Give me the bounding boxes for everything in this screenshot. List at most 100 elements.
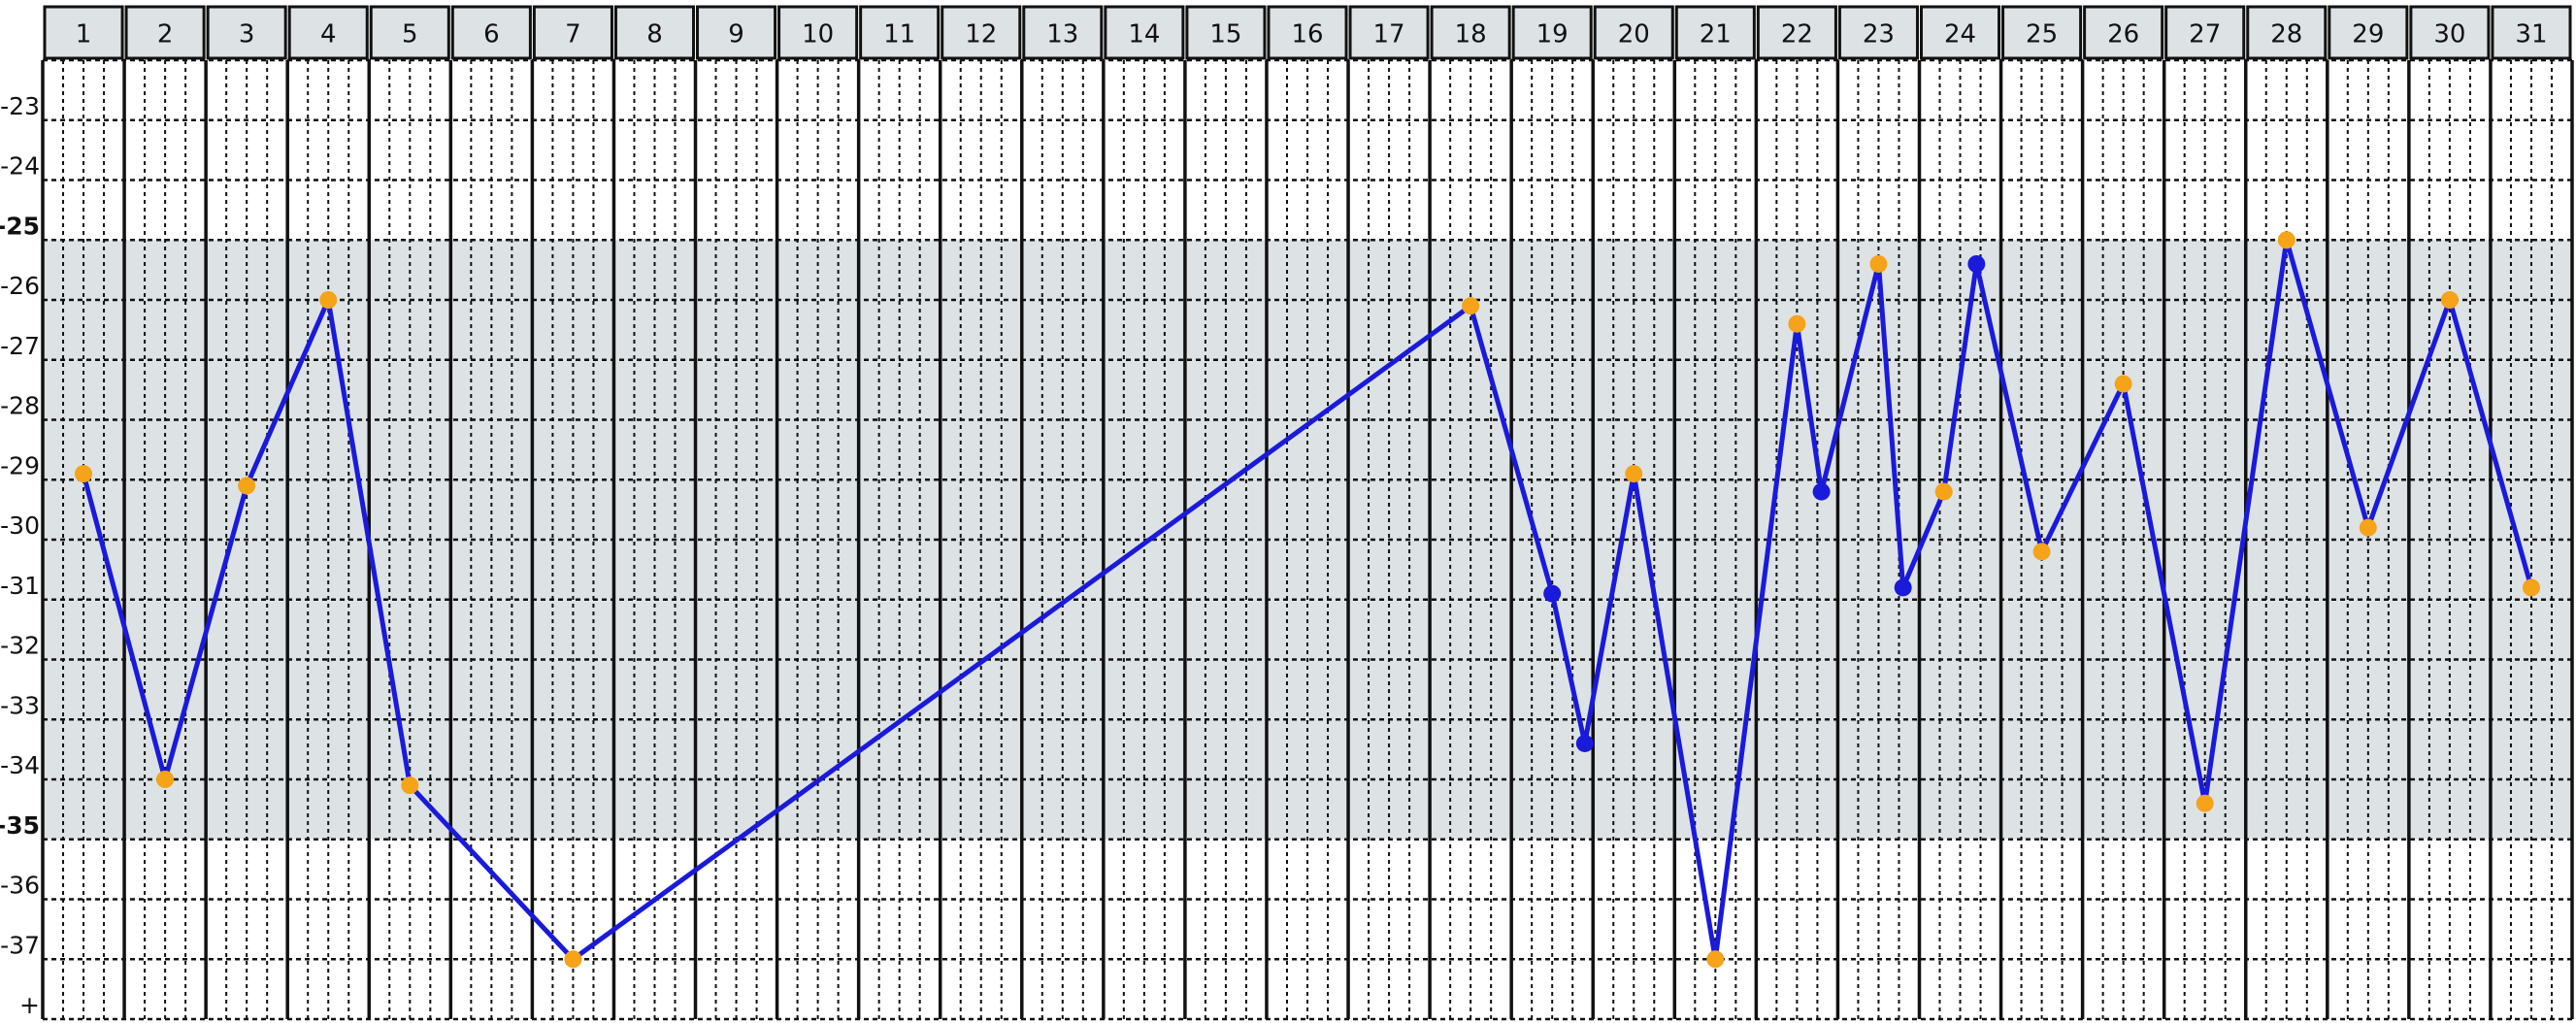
data-point (1788, 314, 1806, 333)
x-tick-label: 18 (1455, 20, 1487, 50)
day-header-cell (43, 5, 124, 60)
y-tick-label: -26 (0, 272, 40, 300)
y-tick-label: -34 (0, 751, 40, 779)
day-header-cell (1022, 5, 1104, 60)
data-point (1462, 297, 1480, 315)
y-tick-label: -36 (0, 872, 40, 900)
day-header-cell (859, 5, 941, 60)
day-header-cell (2083, 5, 2164, 60)
data-point (1967, 254, 1986, 273)
x-tick-label: 28 (2270, 20, 2302, 50)
data-point (2277, 231, 2295, 249)
series-points (75, 231, 2540, 969)
data-point (401, 776, 419, 795)
x-tick-label: 17 (1373, 20, 1405, 50)
x-tick-label: 4 (320, 20, 337, 50)
x-tick-label: 11 (883, 20, 915, 50)
day-header-cell (2328, 5, 2409, 60)
data-point (1706, 950, 1725, 969)
x-tick-label: 30 (2433, 20, 2465, 50)
day-header-cell (450, 5, 532, 60)
x-tick-label: 25 (2026, 20, 2058, 50)
y-tick-label: -23 (0, 92, 40, 120)
x-tick-label: 24 (1944, 20, 1976, 50)
y-tick-label: -28 (0, 392, 40, 420)
data-point (564, 950, 582, 969)
x-tick-label: 14 (1128, 20, 1160, 50)
data-point (2196, 794, 2214, 812)
data-point (1894, 578, 1912, 597)
day-header-cell (1674, 5, 1756, 60)
day-header-cell (124, 5, 206, 60)
data-point (2522, 578, 2540, 597)
day-header-cell (1593, 5, 1674, 60)
day-header-cell (613, 5, 696, 60)
x-tick-label: 23 (1863, 20, 1895, 50)
grid (41, 58, 2574, 1021)
data-point (319, 291, 338, 309)
x-tick-label: 20 (1618, 20, 1650, 50)
y-axis-ticks: -23 -24 -25 -26 -27 -28 -29 -30 -31 -32 -33 -34 -35 -… (0, 92, 40, 1019)
y-tick-label: -37 (0, 931, 40, 959)
x-tick-label: 16 (1291, 20, 1323, 50)
day-header-cell (1267, 5, 1348, 60)
x-tick-label: 27 (2189, 20, 2221, 50)
x-tick-label: 26 (2107, 20, 2139, 50)
day-header-cell (1511, 5, 1593, 60)
x-tick-label: 2 (157, 20, 174, 50)
series-line-layer (81, 237, 2534, 962)
data-point (1869, 254, 1888, 273)
x-tick-label: 9 (728, 20, 744, 50)
day-header-row: 1 2 3 4 5 6 7 8 9 10 11 12 13 14 15 16 17 18 19 20 21 22 23 24 2… (43, 5, 2572, 60)
day-header-cell (1430, 5, 1511, 60)
data-point (156, 771, 175, 788)
data-point (1812, 482, 1831, 501)
data-point (1575, 734, 1594, 752)
data-point (2440, 291, 2459, 309)
day-header-cell (1348, 5, 1430, 60)
day-header-cell (532, 5, 613, 60)
data-point (238, 477, 256, 495)
day-header-cell (2164, 5, 2246, 60)
day-header-cell (206, 5, 287, 60)
day-header-cell (287, 5, 369, 60)
data-point (2032, 543, 2051, 561)
x-tick-label: 31 (2515, 20, 2547, 50)
x-tick-label: 6 (483, 20, 500, 50)
day-header-cell (941, 5, 1022, 60)
y-tick-label: -31 (0, 572, 40, 600)
x-tick-label: 15 (1209, 20, 1241, 50)
data-point (1934, 482, 1953, 501)
day-header-cell (1104, 5, 1185, 60)
x-tick-label: 12 (965, 20, 997, 50)
day-header-cell (369, 5, 450, 60)
data-point (1543, 584, 1562, 603)
day-header-cell (1756, 5, 1837, 60)
day-header-cell (1185, 5, 1267, 60)
x-tick-label: 3 (239, 20, 255, 50)
y-tick-label: -25 (0, 212, 40, 240)
y-tick-label: -33 (0, 691, 40, 719)
series-line (81, 237, 2534, 962)
y-tick-label: -30 (0, 512, 40, 540)
day-header-cell (2491, 5, 2572, 60)
day-header-cell (2001, 5, 2083, 60)
x-tick-label: 13 (1046, 20, 1078, 50)
x-tick-label: 29 (2352, 20, 2384, 50)
x-tick-label: 8 (646, 20, 663, 50)
data-point (1625, 465, 1643, 483)
data-point (2114, 375, 2132, 393)
day-header-cell (777, 5, 859, 60)
day-header-cell (2409, 5, 2491, 60)
day-header-cell (1919, 5, 2001, 60)
x-tick-label: 19 (1536, 20, 1569, 50)
y-tick-label: -32 (0, 632, 40, 660)
x-tick-label: 5 (402, 20, 418, 50)
y-tick-label: -35 (0, 811, 40, 840)
data-point (75, 465, 93, 483)
x-tick-label: 7 (565, 20, 581, 50)
y-tick-label: -27 (0, 332, 40, 360)
day-header-cell (2246, 5, 2328, 60)
x-tick-label: 21 (1700, 20, 1732, 50)
